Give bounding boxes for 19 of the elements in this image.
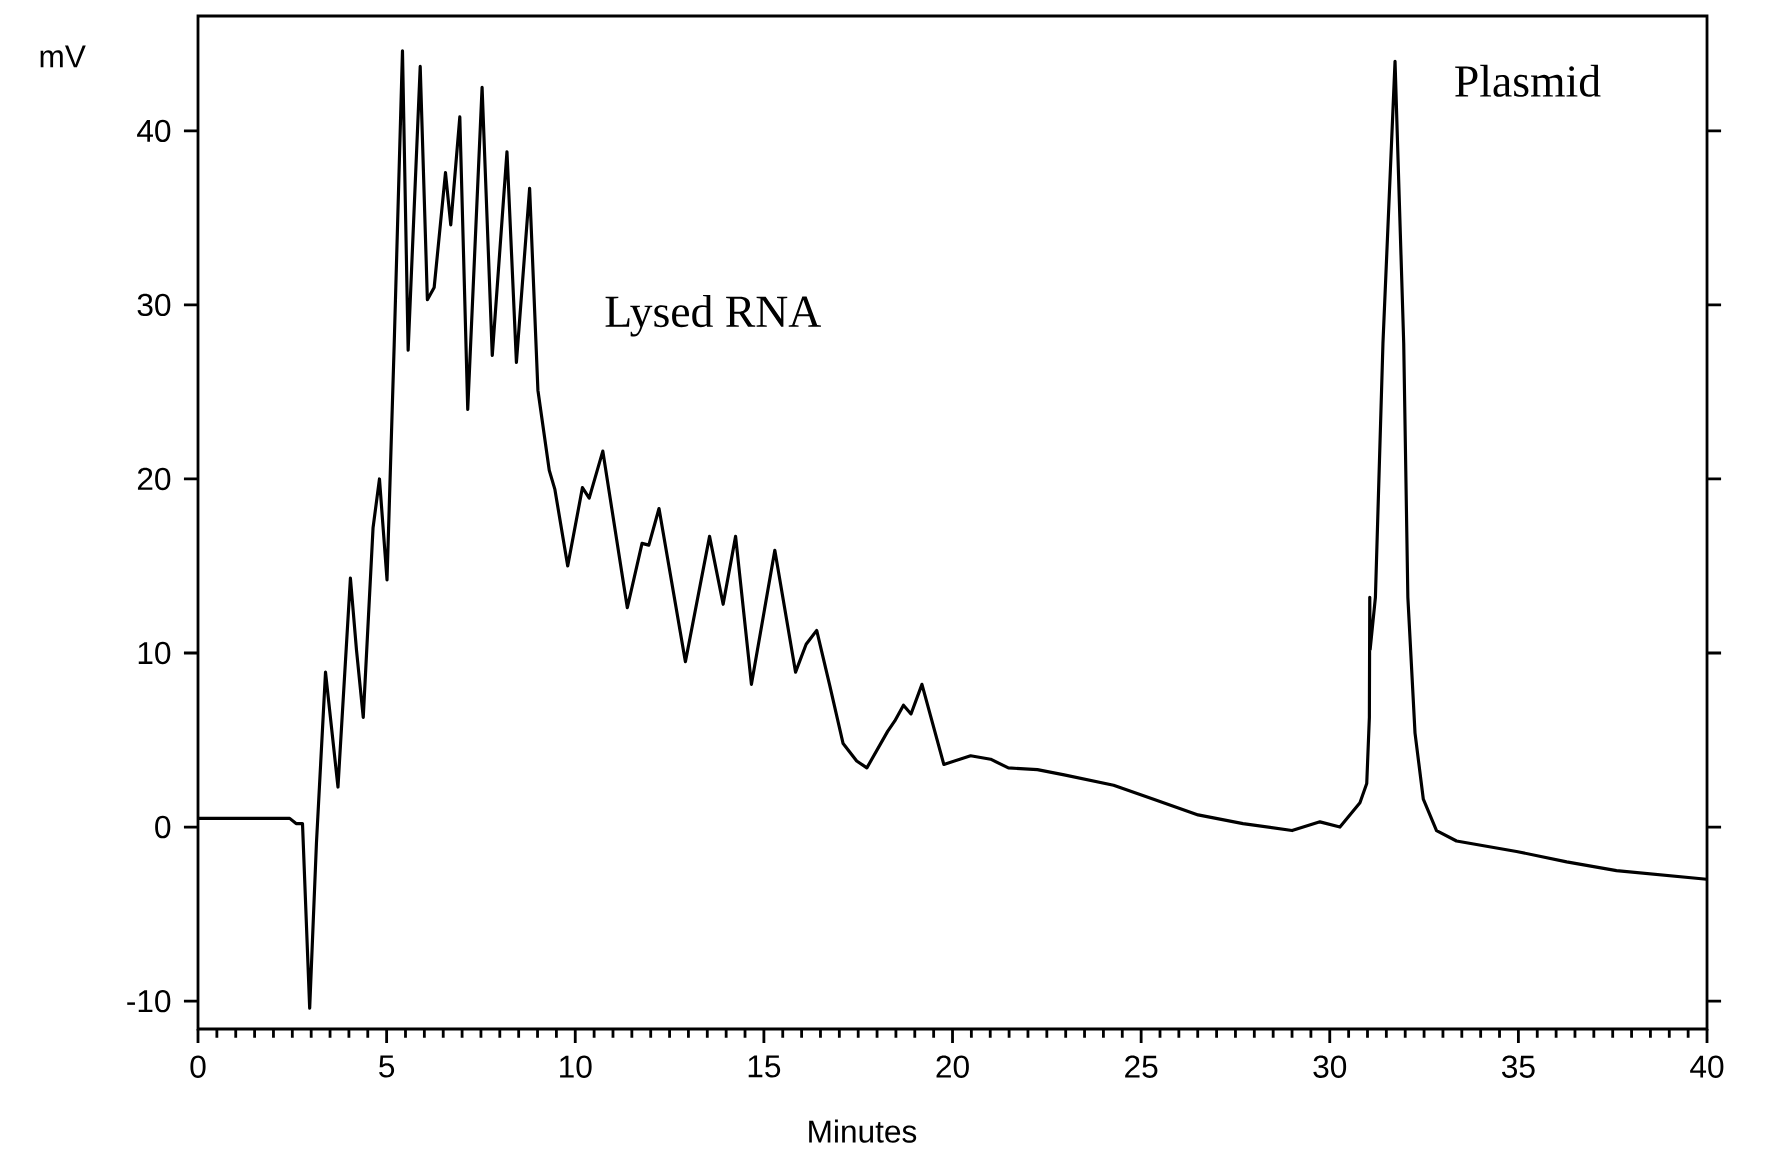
y-tick-label: 40	[137, 119, 171, 143]
x-tick-label: 30	[1313, 1055, 1347, 1078]
x-axis-title: Minutes	[809, 1119, 917, 1143]
x-tick-label: 35	[1502, 1055, 1535, 1078]
y-tick-label: 10	[138, 641, 171, 665]
y-axis-title: mV	[40, 45, 86, 68]
x-tick-label: 25	[1125, 1055, 1158, 1078]
x-tick-label: 20	[936, 1055, 969, 1078]
x-tick-label: 5	[379, 1055, 395, 1078]
y-tick-label: 30	[137, 293, 171, 317]
y-tick-label: 0	[155, 815, 171, 839]
x-tick-label: 10	[560, 1055, 592, 1078]
x-tick-label: 0	[190, 1055, 206, 1078]
annotation: Lysed RNA	[605, 295, 821, 337]
x-tick-label: 40	[1690, 1055, 1724, 1078]
x-tick-label: 15	[748, 1055, 781, 1078]
y-tick-label: 20	[137, 467, 171, 491]
annotation: Plasmid	[1455, 64, 1601, 97]
y-tick-label: -10	[127, 989, 171, 1013]
